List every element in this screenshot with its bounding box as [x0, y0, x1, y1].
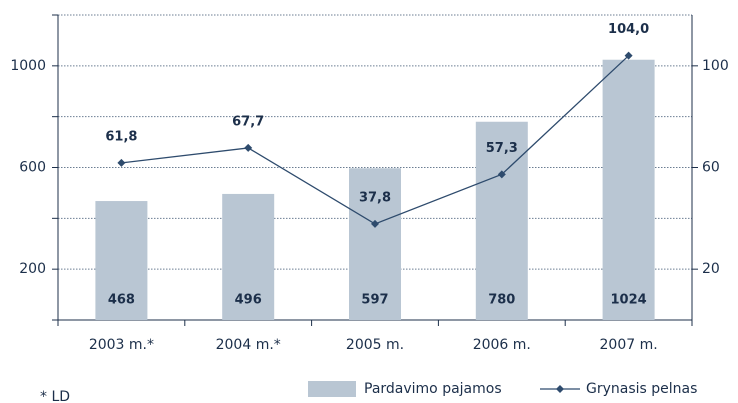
bar-value-label: 597: [361, 293, 388, 308]
y2-tick-label: 100: [702, 58, 729, 74]
line-marker: [117, 158, 126, 167]
y2-tick-label: 20: [702, 261, 720, 277]
bar: [349, 168, 401, 320]
line-value-label: 61,8: [105, 129, 137, 144]
y-tick-label: 200: [19, 261, 46, 277]
x-tick-label: 2004 m.*: [216, 337, 281, 353]
bar: [222, 193, 275, 320]
legend-label: Grynasis pelnas: [586, 381, 697, 397]
line-value-label: 57,3: [486, 141, 518, 156]
x-tick-label: 2003 m.*: [89, 337, 154, 353]
y-tick-label: 600: [19, 160, 46, 176]
line-value-label: 67,7: [232, 114, 264, 129]
legend-label: Pardavimo pajamos: [364, 381, 502, 397]
line-marker: [244, 143, 253, 152]
bar-value-label: 468: [108, 293, 135, 308]
x-tick-label: 2006 m.: [473, 337, 531, 353]
y-tick-label: 1000: [10, 58, 46, 74]
line-value-label: 37,8: [359, 190, 391, 205]
x-tick-label: 2005 m.: [346, 337, 404, 353]
bar-value-label: 1024: [611, 293, 647, 308]
footnote: * LD: [40, 389, 70, 403]
x-tick-label: 2007 m.: [600, 337, 658, 353]
bar: [95, 201, 148, 320]
line-marker: [497, 170, 506, 179]
line-value-label: 104,0: [608, 22, 649, 37]
bar: [475, 121, 528, 320]
legend-swatch: [308, 381, 356, 397]
legend-marker: [556, 385, 564, 393]
bar: [602, 59, 655, 320]
bar-value-label: 780: [488, 293, 515, 308]
line-marker: [624, 51, 633, 60]
bar-value-label: 496: [235, 293, 262, 308]
y2-tick-label: 60: [702, 160, 720, 176]
line-marker: [371, 219, 379, 228]
